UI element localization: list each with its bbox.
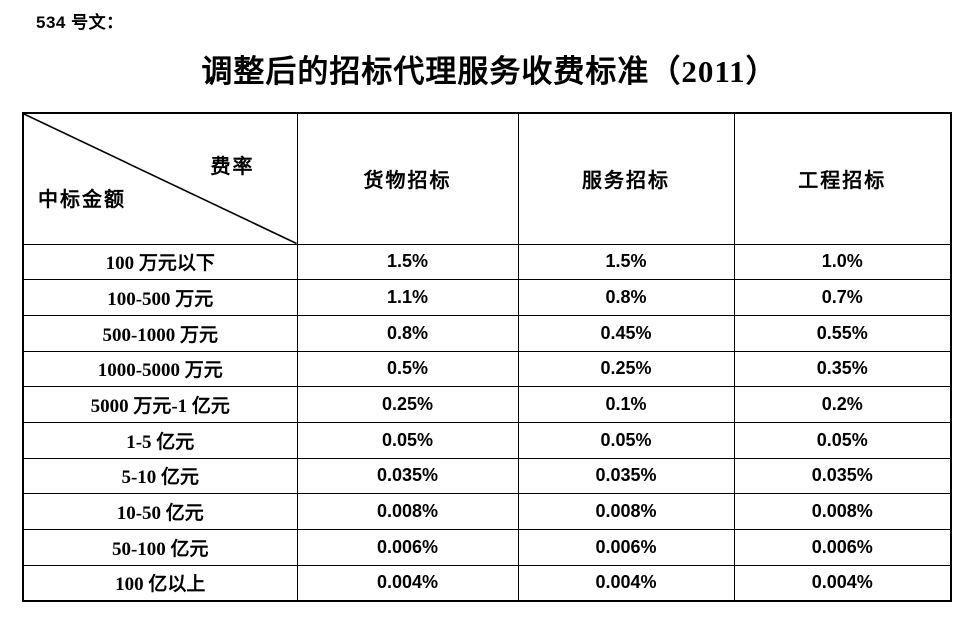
fee-cell: 0.05% — [296, 421, 519, 459]
fee-cell: 0.7% — [733, 279, 952, 316]
row-label-amount-range: 50-100 亿元 — [22, 529, 298, 566]
fee-cell: 0.35% — [733, 350, 952, 388]
fee-cell: 1.5% — [517, 243, 735, 281]
fee-rate-table: 费率 中标金额 货物招标 服务招标 工程招标 100 万元以下 1.5% 1.5… — [22, 112, 952, 602]
row-label-amount-range: 100-500 万元 — [22, 279, 298, 316]
fee-cell: 0.25% — [296, 386, 519, 423]
fee-cell: 0.05% — [517, 421, 735, 459]
fee-cell: 0.2% — [733, 386, 952, 423]
fee-cell: 0.55% — [733, 314, 952, 352]
fee-cell: 0.45% — [517, 314, 735, 352]
fee-cell: 1.1% — [296, 279, 519, 316]
fee-cell: 0.035% — [296, 457, 519, 495]
fee-cell: 0.006% — [733, 529, 952, 566]
column-header-engineering: 工程招标 — [733, 112, 952, 245]
fee-cell: 0.008% — [517, 493, 735, 530]
fee-cell: 0.004% — [733, 564, 952, 602]
fee-cell: 0.008% — [733, 493, 952, 530]
corner-header-cell: 费率 中标金额 — [22, 112, 298, 245]
row-label-amount-range: 10-50 亿元 — [22, 493, 298, 530]
table-row: 5000 万元-1 亿元 0.25% 0.1% 0.2% — [22, 386, 952, 423]
fee-cell: 0.8% — [296, 314, 519, 352]
page-title: 调整后的招标代理服务收费标准（2011） — [201, 54, 778, 89]
row-label-amount-range: 1000-5000 万元 — [22, 350, 298, 388]
table-row: 100-500 万元 1.1% 0.8% 0.7% — [22, 279, 952, 316]
row-label-amount-range: 500-1000 万元 — [22, 314, 298, 352]
row-label-amount-range: 1-5 亿元 — [22, 421, 298, 459]
diagonal-divider-line — [24, 114, 296, 243]
table-row: 10-50 亿元 0.008% 0.008% 0.008% — [22, 493, 952, 530]
fee-cell: 1.5% — [296, 243, 519, 281]
doc-number-label: 534 号文： — [36, 13, 124, 32]
fee-cell: 1.0% — [733, 243, 952, 281]
fee-cell: 0.006% — [296, 529, 519, 566]
fee-cell: 0.5% — [296, 350, 519, 388]
row-label-amount-range: 100 亿以上 — [22, 564, 298, 602]
corner-label-bid-amount: 中标金额 — [38, 188, 126, 211]
fee-cell: 0.8% — [517, 279, 735, 316]
table-row: 50-100 亿元 0.006% 0.006% 0.006% — [22, 529, 952, 566]
fee-cell: 0.035% — [517, 457, 735, 495]
fee-cell: 0.1% — [517, 386, 735, 423]
fee-cell: 0.006% — [517, 529, 735, 566]
table-row: 100 亿以上 0.004% 0.004% 0.004% — [22, 564, 952, 602]
table-header-row: 费率 中标金额 货物招标 服务招标 工程招标 — [22, 112, 952, 245]
row-label-amount-range: 100 万元以下 — [22, 243, 298, 281]
table-row: 100 万元以下 1.5% 1.5% 1.0% — [22, 243, 952, 281]
fee-cell: 0.25% — [517, 350, 735, 388]
fee-cell: 0.008% — [296, 493, 519, 530]
fee-cell: 0.004% — [296, 564, 519, 602]
fee-cell: 0.004% — [517, 564, 735, 602]
table-row: 500-1000 万元 0.8% 0.45% 0.55% — [22, 314, 952, 352]
fee-cell: 0.035% — [733, 457, 952, 495]
row-label-amount-range: 5000 万元-1 亿元 — [22, 386, 298, 423]
column-header-service: 服务招标 — [517, 112, 735, 245]
table-row: 1-5 亿元 0.05% 0.05% 0.05% — [22, 421, 952, 459]
table-row: 1000-5000 万元 0.5% 0.25% 0.35% — [22, 350, 952, 388]
column-header-goods: 货物招标 — [296, 112, 519, 245]
row-label-amount-range: 5-10 亿元 — [22, 457, 298, 495]
table-row: 5-10 亿元 0.035% 0.035% 0.035% — [22, 457, 952, 495]
corner-label-fee-rate: 费率 — [210, 156, 255, 178]
fee-cell: 0.05% — [733, 421, 952, 459]
